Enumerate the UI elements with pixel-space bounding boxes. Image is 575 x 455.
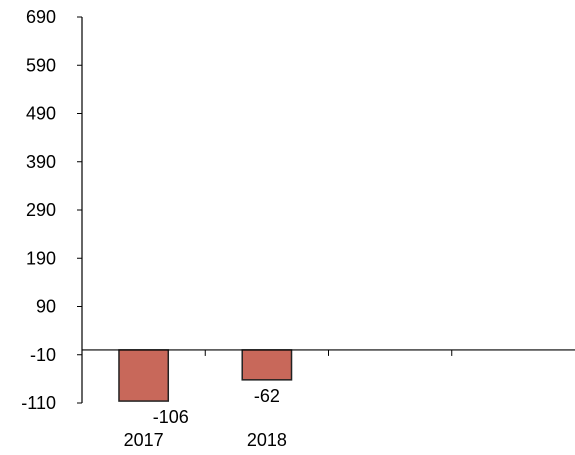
- y-axis-ticks: 690 590 490 390 290 190 90 -10 -110: [21, 7, 82, 413]
- data-labels: -106 2017 -62 2018: [124, 386, 287, 450]
- data-label-2017: -106: [153, 407, 189, 427]
- y-tick-label: 90: [36, 297, 56, 317]
- y-tick-label: -110: [21, 393, 56, 413]
- y-tick-label: 690: [26, 7, 56, 27]
- y-tick-label: 390: [26, 152, 56, 172]
- x-axis-ticks: [204, 349, 453, 356]
- y-tick-label: 490: [26, 104, 56, 124]
- y-tick-label: 590: [26, 55, 56, 75]
- bars: [118, 349, 293, 402]
- y-tick-label: 190: [26, 248, 56, 268]
- y-tick-label: 290: [26, 200, 56, 220]
- category-label-2018: 2018: [247, 430, 287, 450]
- category-label-2017: 2017: [124, 430, 164, 450]
- data-label-2018: -62: [254, 386, 280, 406]
- bar-2017: [118, 349, 170, 402]
- bar-2018: [241, 349, 293, 381]
- y-tick-label: -10: [30, 345, 56, 365]
